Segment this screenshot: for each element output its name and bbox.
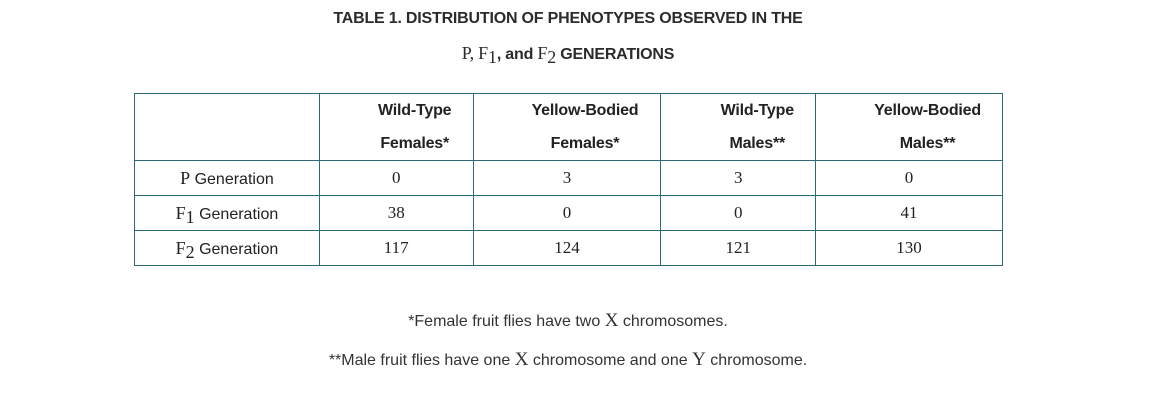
row-label-letter: P bbox=[180, 167, 191, 188]
footnote-male-text-a: **Male fruit flies have one bbox=[328, 352, 515, 369]
table-cell: 0 bbox=[472, 195, 662, 231]
title-sub-1: 1 bbox=[488, 47, 497, 68]
row-label: F1 Generation bbox=[134, 195, 320, 231]
row-label-text: Generation bbox=[194, 205, 279, 223]
title-p-f: P, F bbox=[461, 43, 488, 63]
column-header-line1: Wild-Type bbox=[378, 102, 452, 119]
footnote-male-text-b: chromosome and one bbox=[528, 352, 693, 369]
row-label-sub: 2 bbox=[185, 241, 195, 262]
column-header-line2: Males** bbox=[899, 135, 956, 152]
table-title-line2: P, F1, and F2 GENERATIONS bbox=[0, 43, 1136, 68]
title-f: F bbox=[537, 43, 548, 63]
footnote-female-x: X bbox=[604, 310, 619, 331]
table-cell: 0 bbox=[815, 160, 1003, 196]
table-title-line1: TABLE 1. DISTRIBUTION OF PHENOTYPES OBSE… bbox=[333, 10, 803, 27]
column-header-line1: Wild-Type bbox=[720, 102, 795, 119]
row-label-sub: 1 bbox=[185, 206, 195, 227]
footnote-male-y: Y bbox=[692, 349, 706, 370]
table-cell: 0 bbox=[318, 160, 474, 196]
table-cell: 124 bbox=[472, 230, 662, 266]
table-cell: 3 bbox=[660, 160, 817, 196]
table-header-row: Wild-Type Females* Yellow-Bodied Females… bbox=[134, 93, 1003, 161]
title-sub-2: 2 bbox=[547, 47, 557, 68]
title-generations: GENERATIONS bbox=[556, 46, 675, 63]
row-label: P Generation bbox=[134, 160, 320, 196]
table-cell: 121 bbox=[660, 230, 817, 266]
table-row: F1 Generation 38 0 0 41 bbox=[134, 195, 1003, 231]
row-label-letter: F bbox=[175, 202, 186, 223]
column-header-line1: Yellow-Bodied bbox=[531, 102, 639, 119]
footnote-female-text-b: chromosomes. bbox=[618, 313, 728, 330]
phenotype-table: Wild-Type Females* Yellow-Bodied Females… bbox=[134, 93, 1003, 266]
column-header-line2: Males** bbox=[729, 135, 786, 152]
column-header-line2: Females* bbox=[380, 135, 450, 152]
footnote-male-text-c: chromosome. bbox=[705, 352, 808, 369]
table-cell: 38 bbox=[318, 195, 474, 231]
table-cell: 130 bbox=[815, 230, 1003, 266]
column-header-line1: Yellow-Bodied bbox=[874, 102, 981, 119]
column-header: Yellow-Bodied Females* bbox=[472, 93, 662, 161]
row-label: F2 Generation bbox=[134, 230, 320, 266]
column-header: Wild-Type Females* bbox=[318, 93, 474, 161]
footnote-female-text-a: *Female fruit flies have two bbox=[408, 313, 605, 330]
table-row: F2 Generation 117 124 121 130 bbox=[134, 230, 1003, 266]
column-header: Yellow-Bodied Males** bbox=[815, 93, 1003, 161]
footnote-female: *Female fruit flies have two X chromosom… bbox=[0, 310, 1136, 332]
header-corner-cell bbox=[134, 93, 320, 161]
table-cell: 117 bbox=[318, 230, 474, 266]
column-header-line2: Females* bbox=[550, 135, 620, 152]
row-label-letter: F bbox=[175, 237, 186, 258]
title-and: , and bbox=[496, 46, 538, 63]
table-cell: 41 bbox=[815, 195, 1003, 231]
table-cell: 0 bbox=[660, 195, 817, 231]
table-row: P Generation 0 3 3 0 bbox=[134, 160, 1003, 196]
footnote-male: **Male fruit flies have one X chromosome… bbox=[0, 349, 1136, 371]
row-label-text: Generation bbox=[190, 170, 274, 188]
footnote-male-x: X bbox=[514, 349, 529, 370]
row-label-text: Generation bbox=[194, 240, 279, 258]
column-header: Wild-Type Males** bbox=[660, 93, 817, 161]
table-cell: 3 bbox=[472, 160, 662, 196]
